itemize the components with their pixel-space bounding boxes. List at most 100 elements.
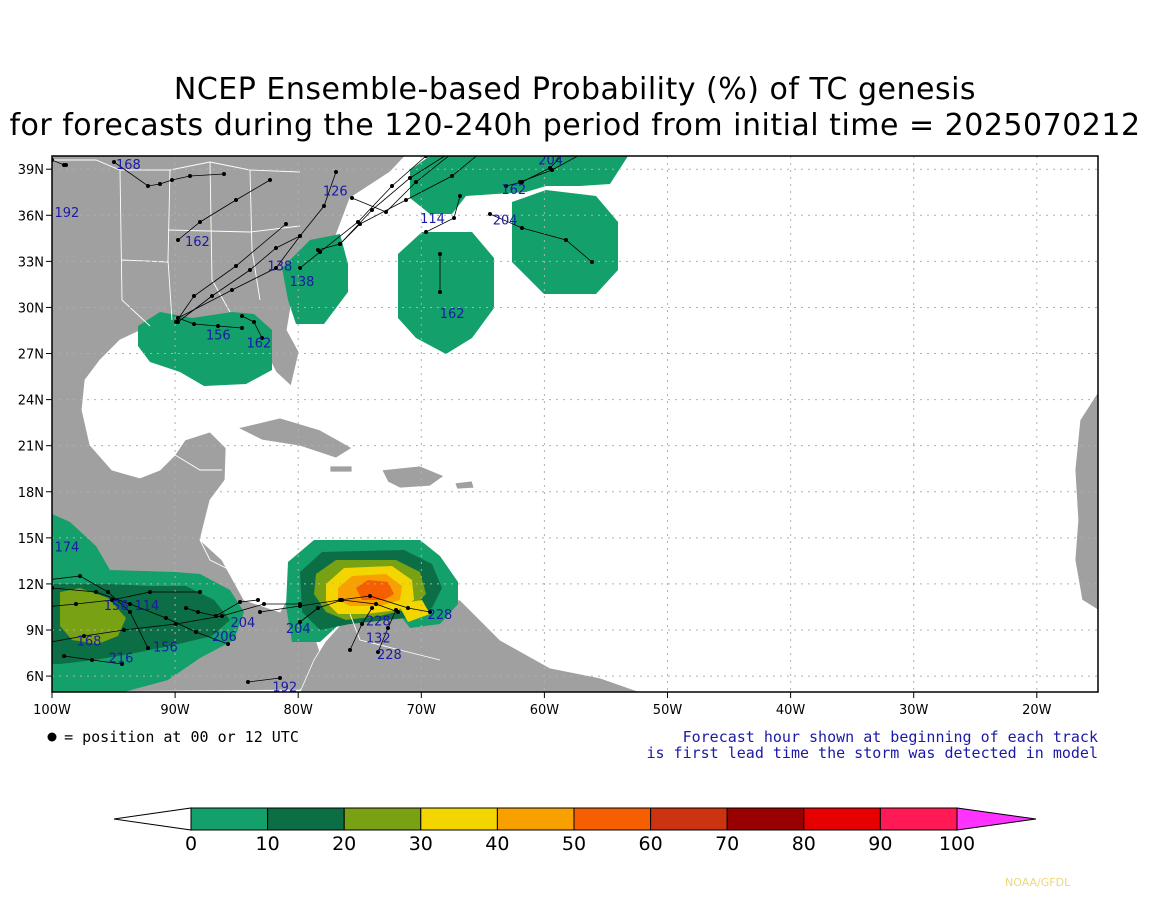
track-dot [222,172,226,176]
track-dot [414,180,418,184]
lon-label: 70W [407,703,437,718]
track-dot [128,610,132,614]
lon-label: 80W [283,703,313,718]
longitude-axis-labels: 100W 90W 80W 70W 60W 50W 40W 30W 20W [33,692,1052,718]
legend-position-dot [47,732,57,742]
track-dot [504,184,508,188]
track-dot [256,598,260,602]
track-dot [184,606,188,610]
track-dot [196,610,200,614]
track-dot [110,598,114,602]
latitude-axis-labels: 39N 36N 33N 30N 27N 24N 21N 18N 15N 12N 9N 6N [18,163,52,685]
track-dot [240,326,244,330]
track-dot [386,626,390,630]
track-dot [438,290,442,294]
track-label: 192 [54,206,79,221]
track-dot [368,594,372,598]
lat-label: 27N [18,348,44,363]
track-dot [146,646,150,650]
track-label: 204 [286,622,311,637]
jamaica-land [329,465,353,473]
track-label: 174 [54,541,79,556]
track-dot [494,138,498,142]
track-dot [370,208,374,212]
track-dot [198,220,202,224]
hispaniola-land [381,465,445,489]
track-dot [564,238,568,242]
track-dot [424,230,428,234]
track-dot [458,194,462,198]
track-label: 132 [366,631,391,646]
track-dot [316,248,320,252]
track-label: 204 [493,213,518,228]
track-dot [252,320,256,324]
track-label: 156 [104,599,129,614]
track-dot [384,210,388,214]
track-dot [360,622,364,626]
track-dot [350,196,354,200]
forecast-hour-note-2: is first lead time the storm was detecte… [646,744,1098,762]
track-dot [348,648,352,652]
track-dot [260,336,264,340]
lat-label: 21N [18,440,44,455]
lon-label: 60W [530,703,560,718]
track-dot [158,182,162,186]
track-label: 156 [153,641,178,656]
track-dot [64,163,68,167]
lat-label: 39N [18,163,44,178]
lat-label: 36N [18,209,44,224]
track-dot [194,630,198,634]
lon-label: 30W [899,703,929,718]
track-dot [334,170,338,174]
storm-track [52,587,229,645]
probability-shading [52,156,628,692]
track-dot [438,252,442,256]
track-dot [394,608,398,612]
track-dot [520,226,524,230]
map-frame [51,155,1099,693]
track-dot [226,642,230,646]
prob-10-20-atl-a [398,232,494,354]
track-dot [450,174,454,178]
prob-10-20-atl-c [512,190,618,294]
track-dot [78,574,82,578]
track-dot [192,294,196,298]
track-dot [452,216,456,220]
storm-track [489,213,593,263]
track-dot [580,132,584,136]
track-dot [338,242,342,246]
track-dot [38,642,42,646]
lat-label: 24N [18,394,44,409]
track-dot [44,578,48,582]
track-dot [176,238,180,242]
lon-label: 20W [1022,703,1052,718]
lat-label: 12N [18,578,44,593]
storm-track [177,179,271,241]
political-boundaries [52,159,441,661]
title-line-1: NCEP Ensemble-based Probability (%) of T… [173,72,977,107]
track-dot [198,590,202,594]
track-dot [188,174,192,178]
track-dot [274,266,278,270]
track-label: 216 [109,651,134,666]
prob-60-70-caribbean [356,580,394,600]
storm-track [175,223,287,323]
storm-track [351,156,450,213]
track-dot [274,246,278,250]
track-dot [216,324,220,328]
track-label: 126 [323,184,348,199]
track-dot [322,204,326,208]
track-dot [408,176,412,180]
track-dot [594,144,598,148]
track-label: 168 [116,158,141,173]
lon-label: 90W [160,703,190,718]
track-label: 192 [272,680,297,695]
title-line-2: for forecasts during the 120-240h period… [9,108,1141,143]
track-dot [316,606,320,610]
lon-label: 40W [776,703,806,718]
position-note-text: = position at 00 or 12 UTC [64,728,299,746]
track-label: 228 [366,614,391,629]
track-dot [164,616,168,620]
track-dot [112,160,116,164]
